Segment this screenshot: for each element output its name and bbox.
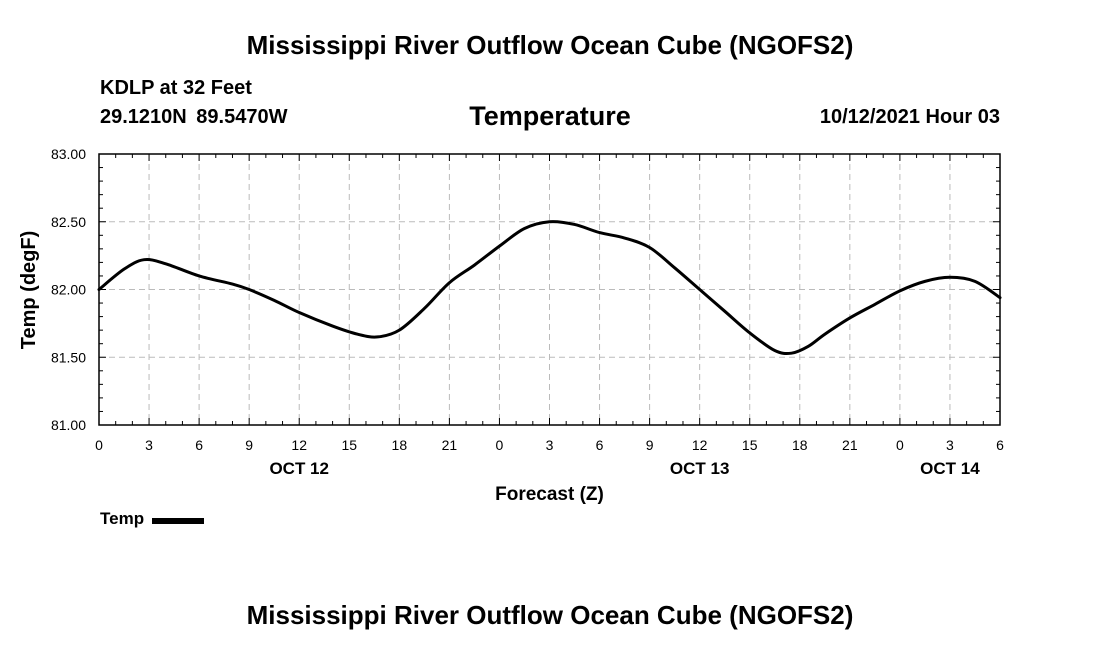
x-tick-label: 3 xyxy=(546,437,554,453)
footer-title: Mississippi River Outflow Ocean Cube (NG… xyxy=(246,600,854,630)
y-tick-label: 82.50 xyxy=(51,214,86,230)
forecast-datetime: 10/12/2021 Hour 03 xyxy=(819,106,1000,128)
x-tick-label: 21 xyxy=(842,437,858,453)
x-tick-label: 6 xyxy=(195,437,203,453)
x-tick-label: 15 xyxy=(341,437,357,453)
y-tick-label: 81.50 xyxy=(51,349,86,365)
legend-line-swatch xyxy=(152,517,205,524)
axis-labels: 0 3 6 9 12 15 18 21 0 3 6 9 12 15 18 21 0 3 6 81.00 81.50 82.… xyxy=(51,146,1004,478)
x-tick-label: 9 xyxy=(245,437,253,453)
x-tick-label: 12 xyxy=(291,437,307,453)
legend-label: Temp xyxy=(100,509,145,528)
x-tick-label: 0 xyxy=(896,437,904,453)
date-label: OCT 12 xyxy=(269,459,329,478)
x-tick-label: 0 xyxy=(496,437,504,453)
grid-lines xyxy=(99,154,1000,425)
x-tick-label: 9 xyxy=(646,437,654,453)
y-axis-label: Temp (degF) xyxy=(18,231,40,350)
station-coordinates: 29.1210N 89.5470W xyxy=(100,106,288,128)
date-label: OCT 14 xyxy=(920,459,980,478)
x-tick-label: 3 xyxy=(946,437,954,453)
x-tick-label: 3 xyxy=(145,437,153,453)
x-tick-label: 21 xyxy=(442,437,458,453)
x-tick-label: 18 xyxy=(392,437,408,453)
station-label: KDLP at 32 Feet xyxy=(100,77,252,99)
temp-series-line xyxy=(97,220,1002,356)
legend: Temp xyxy=(100,509,205,529)
main-title: Mississippi River Outflow Ocean Cube (NG… xyxy=(246,30,854,60)
x-tick-label: 6 xyxy=(996,437,1004,453)
date-label: OCT 13 xyxy=(670,459,730,478)
x-axis-label: Forecast (Z) xyxy=(495,484,604,505)
temperature-chart: 0 3 6 9 12 15 18 21 0 3 6 9 12 15 18 21 0 3 6 81.00 81.50 82.… xyxy=(18,146,1004,505)
y-tick-label: 81.00 xyxy=(51,417,86,433)
y-tick-label: 82.00 xyxy=(51,282,86,298)
chart-title: Temperature xyxy=(469,101,631,131)
x-tick-label: 18 xyxy=(792,437,808,453)
x-tick-label: 6 xyxy=(596,437,604,453)
y-tick-label: 83.00 xyxy=(51,146,86,162)
axis-ticks xyxy=(98,153,1001,426)
x-tick-label: 12 xyxy=(692,437,708,453)
x-tick-label: 15 xyxy=(742,437,758,453)
x-tick-label: 0 xyxy=(95,437,103,453)
